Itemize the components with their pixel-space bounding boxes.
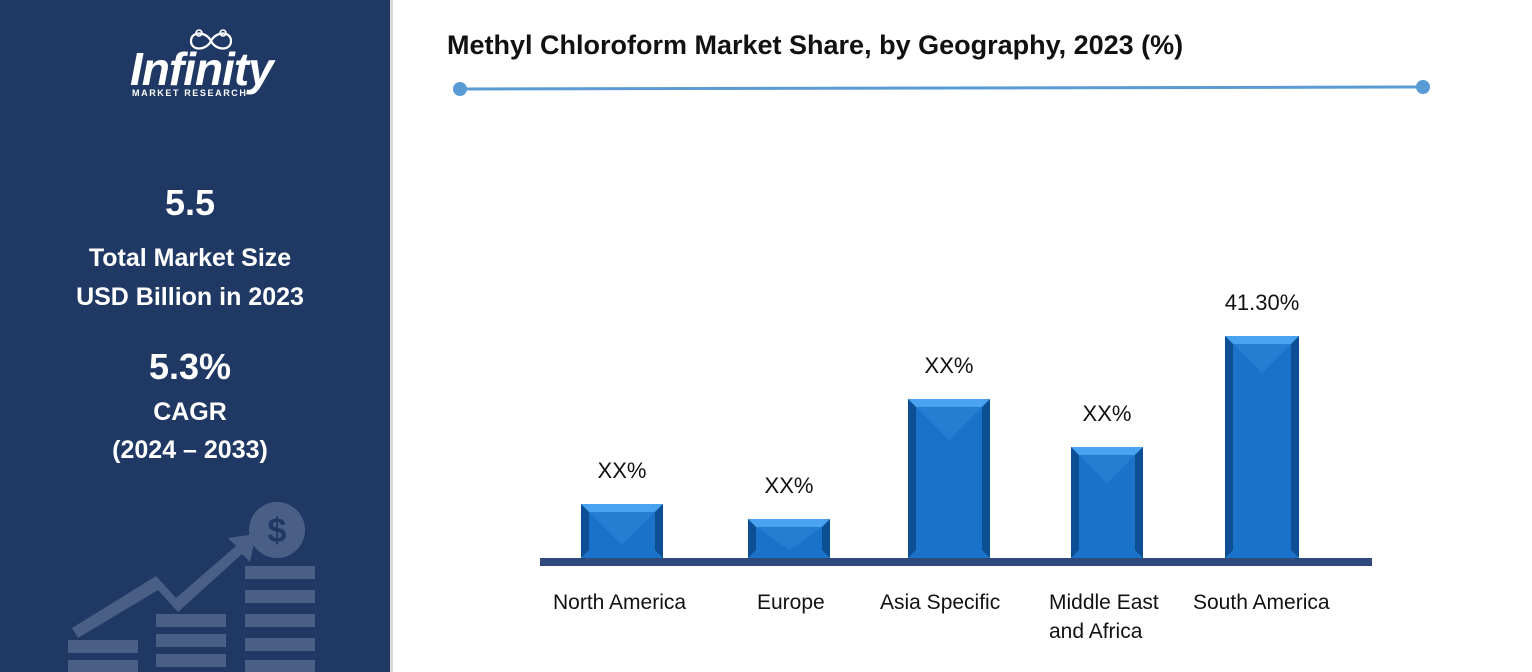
x-tick-label-line: and Africa	[1049, 620, 1143, 643]
x-axis-line	[540, 558, 1372, 566]
cagr-value: 5.3%	[148, 346, 232, 387]
title-underline	[453, 80, 1430, 96]
bar-highlight	[1079, 455, 1135, 483]
bar-bevel-right	[822, 519, 830, 558]
bar-bevel-left	[1225, 336, 1233, 558]
bar-data-label: XX%	[925, 353, 974, 378]
bar-highlight	[916, 407, 982, 440]
bar	[748, 519, 830, 558]
x-tick-label-line: South America	[1193, 591, 1330, 614]
x-tick-label: Europe	[757, 588, 825, 617]
x-tick-label: South America	[1193, 588, 1330, 617]
x-tick-label: Middle East and Africa	[1049, 588, 1159, 646]
bar	[908, 399, 990, 558]
bar-data-label: XX%	[598, 458, 647, 483]
bar-bevel-right	[982, 399, 990, 558]
bar-bevel-right	[1291, 336, 1299, 558]
sidebar-divider	[390, 0, 393, 672]
bar-bevel-top	[908, 399, 990, 407]
bar-data-label: XX%	[765, 473, 814, 498]
dollar-sign-icon: $	[268, 512, 287, 550]
bar	[581, 504, 663, 558]
infinity-knot-icon	[189, 29, 233, 50]
bar-bevel-right	[655, 504, 663, 558]
x-tick-label: North America	[553, 588, 686, 617]
data-label-group: XX% XX% XX% XX% 41.30%	[598, 290, 1300, 498]
x-tick-label: Asia Specific	[880, 588, 1000, 617]
bar-bevel-right	[1135, 447, 1143, 558]
market-size-unit: USD Billion in 2023	[76, 283, 304, 311]
bar-bevel-top	[1071, 447, 1143, 455]
cagr-period: (2024 – 2033)	[112, 436, 268, 464]
brand-tagline: MARKET RESEARCH	[132, 88, 248, 98]
bar-chart: XX% XX% XX% XX% 41.30%	[540, 290, 1372, 566]
bar-group	[581, 336, 1299, 558]
bar-highlight	[756, 527, 822, 550]
x-tick-label-line: Middle East	[1049, 591, 1159, 614]
x-tick-label-line: Europe	[757, 591, 825, 614]
brand-logo[interactable]: Infinity MARKET RESEARCH	[128, 28, 288, 103]
title-underline-start-dot	[453, 82, 467, 96]
sidebar: Infinity MARKET RESEARCH 5.5 Total Marke…	[0, 0, 390, 672]
cagr-label: CAGR	[153, 398, 227, 426]
brand-name: Infinity	[130, 43, 274, 95]
bar-bevel-left	[748, 519, 756, 558]
bar-data-label: 41.30%	[1225, 290, 1300, 315]
bar-bevel-top	[581, 504, 663, 512]
x-tick-label-line: North America	[553, 591, 687, 614]
growth-chart-decoration-icon: $	[68, 502, 315, 672]
bar-bevel-left	[908, 399, 916, 558]
market-size-label: Total Market Size	[88, 244, 292, 272]
bar	[1225, 336, 1299, 558]
bar-bevel-top	[748, 519, 830, 527]
bar-data-label: XX%	[1083, 401, 1132, 426]
x-tick-label-line: Asia Specific	[880, 591, 1001, 614]
bar-bevel-top	[1225, 336, 1299, 344]
bar-highlight	[589, 512, 655, 545]
bar-bevel-left	[1071, 447, 1079, 558]
market-size-value: 5.5	[164, 182, 216, 223]
bar-bevel-left	[581, 504, 589, 558]
title-underline-end-dot	[1416, 80, 1430, 94]
chart-title: Methyl Chloroform Market Share, by Geogr…	[447, 30, 1184, 60]
bar-highlight	[1233, 344, 1291, 373]
bar	[1071, 447, 1143, 558]
